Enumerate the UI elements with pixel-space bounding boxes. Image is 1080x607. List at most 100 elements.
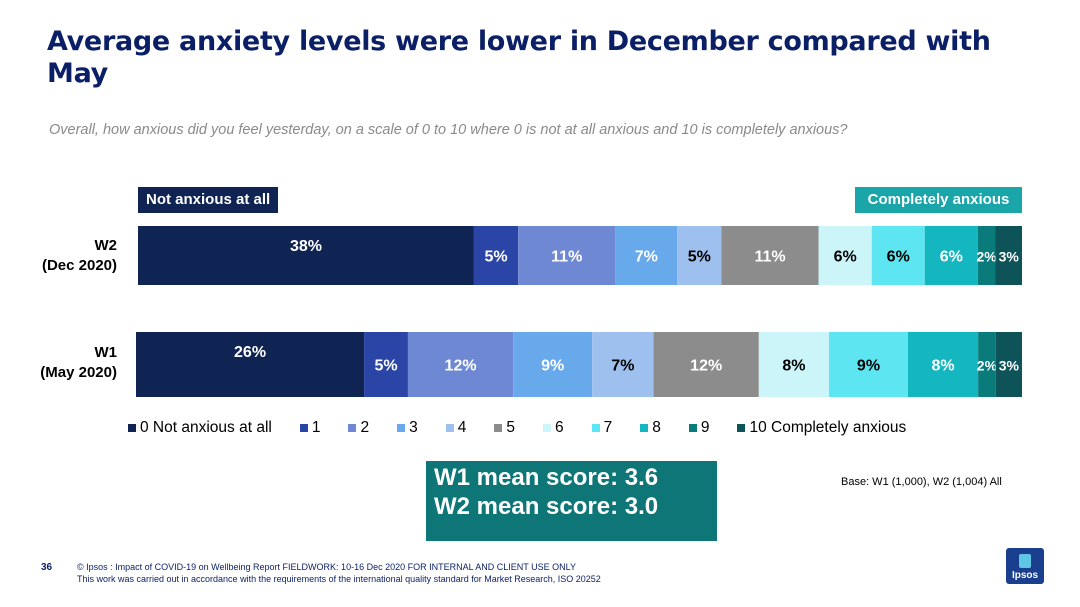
- legend-label: 5: [506, 419, 515, 436]
- bar-segment: [829, 332, 908, 397]
- bar-segment: [407, 332, 514, 397]
- data-label: 6%: [834, 249, 857, 266]
- legend-item: 6: [542, 419, 564, 437]
- bar-segment: [978, 332, 996, 397]
- legend-swatch: [397, 424, 406, 432]
- bar-segment: [138, 226, 474, 285]
- legend-label: 9: [700, 419, 710, 436]
- legend-swatch: [737, 424, 746, 432]
- legend-label: 7: [603, 419, 613, 436]
- legend-item: 8: [640, 419, 661, 437]
- footer: © Ipsos : Impact of COVID-19 on Wellbein…: [77, 561, 777, 585]
- data-label: 11%: [754, 249, 785, 266]
- logo-mark-icon: [1019, 554, 1031, 568]
- data-label: 38%: [290, 238, 322, 255]
- data-label: 2%: [977, 358, 998, 374]
- data-label: 7%: [611, 358, 634, 375]
- legend-item: 1: [299, 419, 321, 437]
- question-subtitle: Overall, how anxious did you feel yester…: [49, 122, 848, 138]
- legend-item: 10 Completely anxious: [737, 419, 906, 437]
- legend-label: 1: [311, 419, 321, 436]
- bar-segment: [364, 332, 408, 397]
- bar-segment: [592, 332, 654, 397]
- data-label: 2%: [977, 249, 998, 265]
- data-label: 3%: [999, 358, 1020, 374]
- legend-item: 9: [688, 419, 710, 437]
- tag-completely-anxious: Completely anxious: [855, 187, 1022, 213]
- chart-legend: 0 Not anxious at all 1 2 3 4 5 6 7 8 9 10 Complete…: [128, 417, 1068, 439]
- bar-segment: [473, 226, 519, 285]
- legend-item: 5: [494, 419, 515, 437]
- data-label: 7%: [635, 249, 658, 266]
- mean-score-box: W1 mean score: 3.6 W2 mean score: 3.0: [426, 461, 717, 541]
- logo-text: Ipsos: [1011, 570, 1039, 581]
- ipsos-logo: Ipsos: [1006, 548, 1044, 584]
- legend-label: 3: [409, 419, 418, 436]
- bar-segment: [758, 332, 830, 397]
- data-label: 12%: [690, 358, 722, 375]
- legend-item: 2: [348, 419, 369, 437]
- legend-swatch: [688, 424, 697, 432]
- legend-swatch: [348, 424, 357, 432]
- base-note: Base: W1 (1,000), W2 (1,004) All: [841, 476, 1002, 488]
- data-label: 5%: [484, 249, 507, 266]
- mean-score-w1: W1 mean score: 3.6: [434, 464, 659, 491]
- legend-item: 3: [397, 419, 418, 437]
- data-label: 6%: [940, 249, 963, 266]
- row-label-w2: W2 (Dec 2020): [0, 236, 117, 276]
- bar-segment: [871, 226, 925, 285]
- legend-swatch: [445, 424, 454, 432]
- data-label: 9%: [541, 358, 564, 375]
- legend-swatch: [640, 424, 649, 432]
- stacked-bar-chart: 38%5% 11% 7% 5% 11% 6% 6% 6% 2% 3%26%5% 12% 9% 7% 12%…: [136, 226, 1022, 397]
- data-label: 5%: [374, 358, 397, 375]
- bar-segment: [907, 332, 979, 397]
- bar-segment: [677, 226, 722, 285]
- bar-segment: [513, 332, 593, 397]
- bar-segment: [518, 226, 616, 285]
- bar-segment: [995, 332, 1022, 397]
- row-label-w2-date: (Dec 2020): [41, 257, 117, 274]
- footer-line-1: © Ipsos : Impact of COVID-19 on Wellbein…: [77, 562, 576, 572]
- legend-label: 0 Not anxious at all: [140, 419, 272, 436]
- data-label: 11%: [551, 249, 582, 266]
- bar-segment: [136, 332, 365, 397]
- row-label-w2-wave: W2: [94, 237, 118, 254]
- page-number: 36: [41, 562, 53, 573]
- bar-segment: [995, 226, 1022, 285]
- data-label: 12%: [445, 358, 477, 375]
- legend-swatch: [542, 424, 551, 432]
- legend-swatch: [591, 424, 600, 432]
- legend-swatch: [299, 424, 308, 432]
- row-label-w1-date: (May 2020): [40, 364, 117, 381]
- data-label: 3%: [999, 249, 1020, 265]
- bar-segment: [721, 226, 819, 285]
- row-label-w1: W1 (May 2020): [0, 343, 117, 383]
- legend-item: 7: [591, 419, 613, 437]
- legend-item: 4: [445, 419, 467, 437]
- data-label: 6%: [887, 249, 910, 266]
- bar-segment: [977, 226, 996, 285]
- row-label-w1-wave: W1: [94, 344, 118, 361]
- data-label: 5%: [688, 249, 711, 266]
- legend-swatch: [128, 424, 136, 432]
- data-label: 8%: [782, 358, 805, 375]
- bar-segment: [924, 226, 978, 285]
- legend-swatch: [494, 424, 503, 432]
- data-label: 26%: [234, 344, 266, 361]
- bar-segment: [818, 226, 872, 285]
- legend-label: 10 Completely anxious: [749, 419, 907, 436]
- bar-segment: [653, 332, 759, 397]
- data-label: 8%: [931, 358, 954, 375]
- tag-not-anxious: Not anxious at all: [138, 187, 279, 213]
- mean-score-w2: W2 mean score: 3.0: [434, 493, 659, 520]
- footer-line-2: This work was carried out in accordance …: [77, 574, 601, 584]
- legend-label: 6: [554, 419, 564, 436]
- legend-item: 0 Not anxious at all: [128, 419, 272, 437]
- legend-label: 4: [457, 419, 467, 436]
- bar-segment: [615, 226, 678, 285]
- page-title: Average anxiety levels were lower in Dec…: [47, 26, 991, 89]
- legend-label: 2: [360, 419, 370, 436]
- legend-label: 8: [652, 419, 661, 436]
- data-label: 9%: [857, 358, 880, 375]
